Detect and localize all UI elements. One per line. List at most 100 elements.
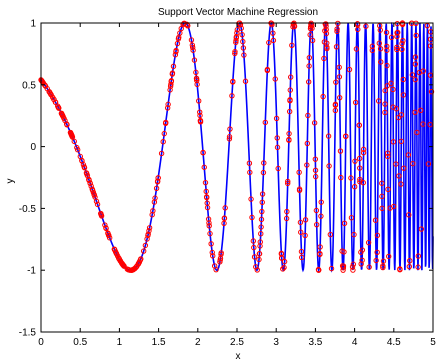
- data-point: [146, 225, 153, 231]
- data-point: [380, 258, 387, 264]
- data-point: [160, 139, 166, 145]
- data-point: [349, 264, 356, 270]
- data-point: [333, 79, 339, 85]
- data-point: [233, 34, 240, 40]
- data-point: [152, 195, 158, 201]
- data-point: [280, 266, 286, 272]
- data-point: [333, 44, 340, 50]
- data-point: [299, 254, 305, 261]
- data-point: [202, 179, 209, 186]
- data-point: [222, 205, 228, 211]
- plot-area: [38, 20, 435, 273]
- data-point: [229, 93, 235, 99]
- data-point: [296, 169, 302, 176]
- data-point: [366, 264, 372, 270]
- data-point: [86, 177, 92, 184]
- data-point: [425, 161, 432, 167]
- data-point: [388, 80, 394, 87]
- data-point: [357, 179, 363, 185]
- data-point: [287, 74, 294, 80]
- data-point: [286, 136, 292, 143]
- data-point: [298, 248, 305, 255]
- data-point: [189, 44, 196, 51]
- data-point: [258, 224, 264, 230]
- data-point: [309, 25, 315, 32]
- data-point: [249, 214, 255, 221]
- data-point: [204, 204, 211, 211]
- data-point: [394, 46, 400, 53]
- data-point: [409, 72, 416, 78]
- data-point: [259, 208, 265, 215]
- data-point: [398, 112, 405, 118]
- data-point: [253, 264, 259, 270]
- data-point: [420, 68, 426, 74]
- data-point: [226, 134, 233, 140]
- data-point: [412, 76, 418, 83]
- data-point: [153, 185, 160, 192]
- data-point: [167, 87, 173, 93]
- data-point: [428, 88, 435, 95]
- data-point: [71, 138, 77, 145]
- data-point: [321, 55, 327, 62]
- data-point: [286, 108, 293, 115]
- data-point: [410, 160, 416, 167]
- data-point: [69, 134, 76, 140]
- data-point: [196, 98, 202, 104]
- data-point: [332, 107, 339, 114]
- data-point: [369, 43, 376, 49]
- data-point: [324, 45, 330, 52]
- data-point: [357, 165, 363, 171]
- data-point: [414, 129, 420, 136]
- data-point: [218, 250, 224, 256]
- data-point: [346, 66, 353, 73]
- data-point: [377, 27, 383, 33]
- y-axis-label: y: [5, 179, 16, 184]
- data-point: [388, 34, 395, 41]
- data-point: [340, 265, 347, 271]
- x-axis: 0 0.5 1 1.5 2 2.5 3 3.5 4 4.5 5: [38, 23, 436, 348]
- data-point: [334, 26, 340, 32]
- data-point: [323, 30, 330, 37]
- data-point: [246, 160, 253, 166]
- data-point: [394, 20, 401, 27]
- data-point: [336, 74, 343, 80]
- data-point: [266, 39, 272, 46]
- data-point: [398, 138, 404, 145]
- data-point: [373, 257, 379, 264]
- data-point: [87, 180, 93, 187]
- data-point: [103, 225, 109, 232]
- data-point: [351, 231, 357, 238]
- data-point: [197, 119, 204, 125]
- data-point: [161, 130, 167, 137]
- data-point: [144, 236, 150, 242]
- y-tick-label: 0.5: [22, 80, 36, 91]
- data-point: [355, 26, 361, 33]
- data-point: [302, 232, 308, 239]
- data-point: [309, 37, 316, 44]
- data-point: [412, 61, 419, 67]
- chart-title: Support Vector Machine Regression: [158, 7, 318, 18]
- data-point: [351, 184, 358, 190]
- data-point: [163, 119, 169, 126]
- data-point: [274, 144, 281, 151]
- data-point: [194, 81, 200, 88]
- data-point: [352, 99, 359, 106]
- data-point: [350, 261, 357, 267]
- data-point: [270, 30, 276, 36]
- data-point: [64, 122, 70, 128]
- data-point: [297, 219, 304, 226]
- data-point: [238, 25, 244, 31]
- data-point: [379, 205, 385, 212]
- data-point: [427, 121, 433, 128]
- data-point: [232, 48, 238, 55]
- data-point: [165, 101, 171, 108]
- data-point: [197, 109, 203, 115]
- data-point: [146, 228, 152, 234]
- data-point: [395, 29, 401, 36]
- data-point: [323, 23, 329, 29]
- data-point: [173, 47, 179, 54]
- data-point: [398, 181, 404, 187]
- data-point: [205, 216, 212, 222]
- data-point: [311, 120, 318, 126]
